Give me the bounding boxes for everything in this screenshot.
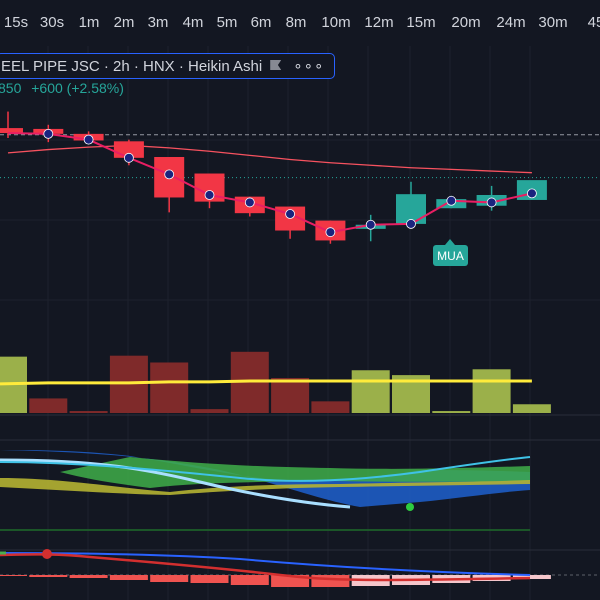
- ribbon-yellow-fill: [0, 478, 530, 495]
- ema-point: [285, 209, 296, 219]
- ema-point: [123, 152, 134, 163]
- timeframe-24m[interactable]: 24m: [496, 14, 526, 31]
- volume-ma-line: [0, 379, 532, 386]
- moving-average-line: [7, 144, 532, 174]
- macd-histogram-bar: [230, 575, 269, 585]
- ema-point: [527, 188, 537, 199]
- volume-bar: [432, 411, 471, 413]
- buy-signal-badge: MUA: [433, 239, 468, 266]
- ema-point: [83, 134, 94, 145]
- timeframe-10m[interactable]: 10m: [321, 14, 351, 31]
- ema-point: [43, 128, 54, 139]
- timeframe-4m[interactable]: 4m: [182, 14, 204, 31]
- ribbon-cyan-line: [0, 456, 531, 482]
- volume-pane: [0, 351, 551, 413]
- ema-point: [204, 190, 215, 200]
- timeframe-3m[interactable]: 3m: [147, 14, 169, 31]
- macd-histogram-bar: [69, 575, 108, 578]
- macd-histogram-bar: [150, 575, 189, 582]
- ema-point: [325, 227, 336, 238]
- volume-bar: [472, 369, 511, 413]
- macd-histogram-bar: [311, 575, 350, 587]
- macd-signal-dot: [42, 549, 52, 559]
- ema-line: [7, 132, 533, 234]
- timeframe-30s[interactable]: 30s: [39, 14, 65, 31]
- macd-blue-line: [0, 552, 531, 576]
- timeframe-5m[interactable]: 5m: [216, 14, 238, 31]
- last-price: 850: [0, 80, 22, 96]
- ema-point: [486, 197, 497, 208]
- ribbon-blue-fill: [0, 450, 530, 507]
- price-change: +600 (+2.58%): [31, 80, 124, 96]
- more-dots-icon[interactable]: ∘∘∘: [293, 58, 325, 75]
- price-pane: [0, 111, 600, 244]
- volume-bar: [271, 378, 310, 413]
- timeframe-15s[interactable]: 15s: [3, 14, 29, 31]
- candle: [396, 181, 426, 224]
- macd-histogram-bar: [29, 575, 68, 577]
- ema-point: [365, 219, 376, 230]
- ribbon-lightblue-line: [0, 458, 351, 509]
- ribbon-oscillator-pane: [0, 450, 531, 531]
- volume-bar: [69, 411, 108, 413]
- ema-point: [446, 195, 457, 206]
- timeframe-6m[interactable]: 6m: [250, 14, 272, 31]
- ema-point: [164, 169, 175, 180]
- ema-point: [406, 219, 416, 229]
- volume-bar: [190, 409, 229, 413]
- candle: [154, 157, 185, 213]
- macd-histogram-bar: [109, 575, 148, 580]
- volume-bar: [150, 362, 189, 413]
- macd-red-line: [0, 553, 531, 582]
- timeframe-bar: 15s 30s 1m 2m 3m 4m 5m 6m 8m 10m 12m 15m 20m 24m 30m 45: [0, 0, 600, 46]
- chart-area[interactable]: [0, 46, 600, 600]
- timeframe-20m[interactable]: 20m: [451, 14, 481, 31]
- ribbon-green-fill: [60, 457, 530, 488]
- timeframe-15m[interactable]: 15m: [406, 14, 436, 31]
- macd-histogram-bar: [0, 575, 27, 576]
- macd-pane: [0, 549, 600, 587]
- timeframe-1m[interactable]: 1m: [78, 14, 100, 31]
- volume-bar: [512, 404, 551, 413]
- symbol-title: EEL PIPE JSC · 2h · HNX · Heikin Ashi: [1, 57, 263, 75]
- ribbon-signal-dot: [406, 503, 414, 511]
- price-readout: 850 +600 (+2.58%): [0, 80, 124, 96]
- macd-histogram-bar: [190, 575, 229, 583]
- symbol-legend[interactable]: EEL PIPE JSC · 2h · HNX · Heikin Ashi ∘∘…: [0, 53, 336, 79]
- timeframe-30m[interactable]: 30m: [538, 14, 568, 31]
- timeframe-2m[interactable]: 2m: [113, 14, 135, 31]
- flag-icon[interactable]: [270, 60, 281, 72]
- volume-bar: [351, 370, 390, 413]
- timeframe-8m[interactable]: 8m: [285, 14, 307, 31]
- timeframe-12m[interactable]: 12m: [364, 14, 394, 31]
- ema-point: [244, 197, 255, 208]
- volume-bar: [311, 401, 350, 413]
- macd-histogram-bar: [512, 575, 551, 579]
- timeframe-45[interactable]: 45: [587, 14, 600, 31]
- volume-bar: [29, 398, 68, 413]
